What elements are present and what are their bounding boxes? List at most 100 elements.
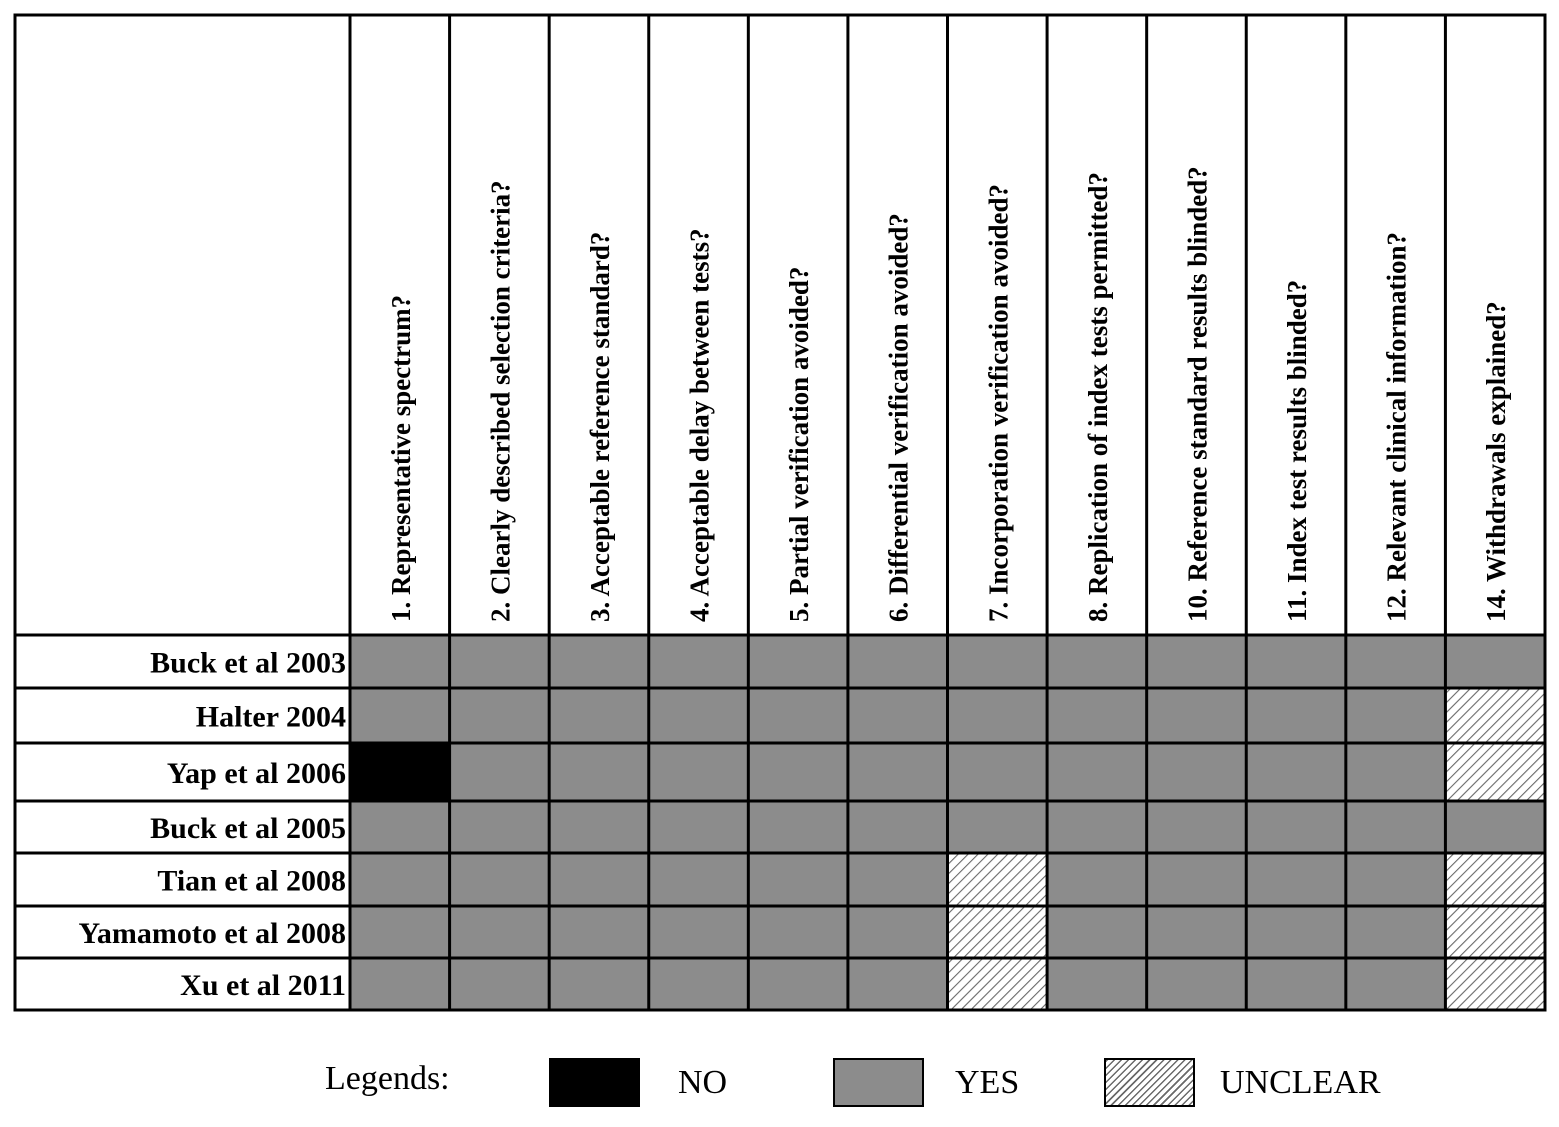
rating-cell-yes [748,635,848,688]
question-header: 3. Acceptable reference standard? [585,232,615,622]
rating-cell-yes [449,958,550,1010]
rating-cell-yes [847,906,948,958]
rating-cell-yes [1345,853,1446,906]
rating-cell-yes [648,958,749,1010]
rating-cell-yes [748,743,848,801]
study-label: Xu et al 2011 [180,969,346,1002]
rating-cell-yes [1146,853,1247,906]
rating-cell-yes [549,958,649,1010]
rating-cell-yes [1047,906,1147,958]
rating-cell-yes [847,958,948,1010]
rating-cell-yes [748,853,848,906]
rating-cell-yes [748,801,848,853]
rating-cell-yes [449,743,550,801]
question-header: 4. Acceptable delay between tests? [685,228,715,622]
rating-cell-yes [947,743,1048,801]
rating-cell-yes [350,635,450,688]
rating-cell-yes [350,688,450,743]
rating-cell-yes [1146,958,1247,1010]
study-label: Tian et al 2008 [157,865,346,898]
rating-cell-yes [449,853,550,906]
rating-cell-yes [1246,743,1346,801]
rating-cell-yes [1246,688,1346,743]
rating-cell-yes [648,906,749,958]
question-header: 7. Incorporation verification avoided? [983,184,1013,622]
question-header: 10. Reference standard results blinded? [1182,166,1212,622]
rating-cell-yes [648,853,749,906]
rating-cell-yes [1146,743,1247,801]
rating-cell-yes [1345,688,1446,743]
rating-cell-yes [947,801,1048,853]
study-label: Yamamoto et al 2008 [79,917,346,950]
rating-cell-unclear [1445,688,1545,743]
rating-cell-no [350,743,450,801]
rating-cell-yes [549,688,649,743]
rating-cell-yes [549,743,649,801]
rating-cell-unclear [947,958,1048,1010]
rating-cell-unclear [1445,906,1545,958]
rating-cell-yes [1146,688,1247,743]
rating-cell-yes [648,801,749,853]
rating-cell-yes [1047,743,1147,801]
rating-cell-yes [350,801,450,853]
question-header: 5. Partial verification avoided? [784,267,814,622]
legend-title: Legends: [325,1060,450,1097]
rating-cell-yes [549,635,649,688]
rating-cell-yes [1246,635,1346,688]
legend-yes-label: YES [955,1064,1020,1101]
rating-cell-yes [847,743,948,801]
question-header: 1. Representative spectrum? [386,295,416,622]
rating-cell-yes [1345,906,1446,958]
rating-cell-yes [1047,635,1147,688]
legend-no-swatch [549,1058,640,1107]
legend: Legends: NO YES UNCLEAR [0,1050,1559,1120]
rating-cell-unclear [947,853,1048,906]
rating-cell-yes [847,688,948,743]
rating-cell-yes [1345,635,1446,688]
rating-cell-yes [449,635,550,688]
question-header: 11. Index test results blinded? [1282,280,1312,622]
rating-cell-yes [1047,688,1147,743]
rating-cell-yes [748,688,848,743]
rating-cell-yes [350,853,450,906]
rating-cell-unclear [1445,853,1545,906]
question-header: 2. Clearly described selection criteria? [485,180,515,622]
rating-cell-yes [947,635,1048,688]
legend-unclear-swatch [1104,1058,1195,1107]
legend-yes-swatch [833,1058,924,1107]
rating-cell-yes [549,906,649,958]
rating-cell-unclear [1445,958,1545,1010]
rating-cell-yes [847,853,948,906]
rating-cell-yes [1345,958,1446,1010]
rating-cell-yes [1146,801,1247,853]
rating-cell-yes [648,635,749,688]
rating-cell-unclear [947,906,1048,958]
question-header: 8. Replication of index tests permitted? [1083,172,1113,622]
legend-unclear-label: UNCLEAR [1220,1064,1381,1101]
quality-assessment-grid: 1. Representative spectrum? 2. Clearly de… [13,13,1547,1012]
rating-cell-yes [1146,906,1247,958]
rating-cell-yes [1146,635,1247,688]
study-label: Buck et al 2003 [150,647,346,680]
rating-cell-yes [648,688,749,743]
rating-cell-yes [350,906,450,958]
rating-cell-yes [947,688,1048,743]
rating-cell-unclear [1445,743,1545,801]
rating-cell-yes [748,958,848,1010]
rating-cell-yes [549,801,649,853]
question-header: 12. Relevant clinical information? [1382,232,1412,622]
rating-cell-yes [1345,743,1446,801]
rating-cell-yes [1047,801,1147,853]
rating-cell-yes [449,906,550,958]
legend-no-label: NO [678,1064,728,1101]
rating-cell-yes [1246,958,1346,1010]
rating-cell-yes [847,635,948,688]
rating-cell-yes [648,743,749,801]
rating-cell-yes [748,906,848,958]
rating-cell-yes [449,688,550,743]
study-label: Buck et al 2005 [150,812,346,845]
rating-cell-yes [847,801,948,853]
rating-cell-yes [1445,801,1545,853]
rating-cell-yes [1345,801,1446,853]
question-header: 14. Withdrawals explained? [1481,301,1511,622]
